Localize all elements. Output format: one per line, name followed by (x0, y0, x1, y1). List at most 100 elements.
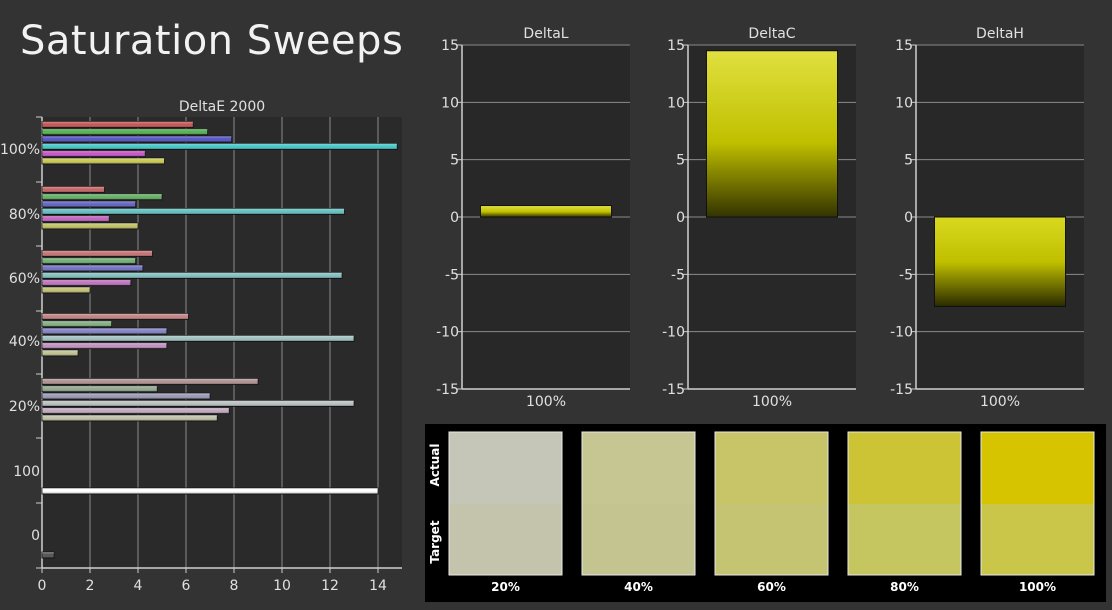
deltae-bar-shade (42, 488, 378, 494)
y-tick-label: 15 (667, 38, 685, 54)
swatch-border (847, 431, 962, 576)
page-title: Saturation Sweeps (20, 18, 404, 64)
swatch-target (582, 504, 695, 575)
deltae-bar-shade (42, 385, 158, 392)
y-tick-label: -5 (671, 267, 685, 283)
deltae-bar-shade (42, 208, 345, 215)
y-tick-label: 60% (9, 271, 40, 287)
y-tick-label: 20% (9, 399, 40, 415)
x-tick-label: 100% (752, 394, 792, 410)
deltae-bar-shade (42, 265, 143, 272)
y-tick-label: -15 (662, 382, 685, 398)
y-tick-label: -15 (436, 382, 459, 398)
deltae-2000-chart: 0 2 4 6 8 10 12 14 DeltaE 2000 100% 80% 60% 40% 20% 10… (0, 99, 402, 594)
deltae-bar-shade (42, 250, 153, 257)
deltac-chart: -15 -10 -5 0 5 10 15 DeltaC 100% (662, 26, 856, 410)
deltae-bar-shade (42, 136, 232, 143)
deltae-bar-shade (42, 121, 194, 128)
swatch-actual (715, 432, 828, 504)
deltae-bar-shade (42, 128, 208, 135)
y-tick-label: 10 (895, 95, 913, 111)
x-tick-label: 100% (980, 394, 1020, 410)
chart-title: DeltaC (748, 26, 795, 42)
swatch-border (448, 431, 563, 576)
deltae-bar-shade (42, 350, 78, 356)
y-tick-label: -10 (890, 325, 913, 341)
swatch-label: 40% (624, 580, 653, 594)
deltae-bar-shade (42, 257, 136, 264)
y-tick-label: -15 (890, 382, 913, 398)
deltal-chart: -15 -10 -5 0 5 10 15 DeltaL 100% (436, 26, 630, 410)
swatch-actual (449, 432, 562, 504)
x-tick-label: 100% (526, 394, 566, 410)
swatch-label: 20% (491, 580, 520, 594)
y-tick-label: -10 (436, 325, 459, 341)
deltae-bar-shade (42, 415, 218, 421)
deltae-bar-shade (42, 342, 167, 349)
deltae-bar-shade (42, 335, 354, 342)
deltae-bar-shade (42, 193, 162, 200)
x-tick-label: 4 (134, 578, 143, 594)
x-tick-label: 0 (38, 578, 47, 594)
x-tick-label: 10 (273, 578, 291, 594)
y-tick-label: 0 (676, 210, 685, 226)
row-label-target: Target (428, 520, 442, 563)
swatch-target (449, 504, 562, 575)
deltae-bar-shade (42, 201, 136, 208)
deltae-bar-shade (42, 215, 110, 222)
chart-title: DeltaL (523, 26, 568, 42)
deltae-bar-shade (42, 287, 90, 293)
deltae-bar-shade (42, 272, 342, 279)
y-tick-label: -5 (899, 267, 913, 283)
swatch-target (981, 504, 1094, 575)
swatch-border (714, 431, 829, 576)
deltae-bar-shade (42, 320, 112, 327)
y-tick-label: 40% (9, 334, 40, 350)
swatch-label: 60% (757, 580, 786, 594)
deltae-bar-shade (42, 143, 398, 150)
y-tick-label: 15 (441, 38, 459, 54)
y-tick-label: 15 (895, 38, 913, 54)
deltah-chart: -15 -10 -5 0 5 10 15 DeltaH 100% (890, 26, 1084, 410)
chart-title: DeltaH (976, 26, 1024, 42)
y-tick-label: 5 (676, 153, 685, 169)
swatch-actual (981, 432, 1094, 504)
chart-title: DeltaE 2000 (179, 99, 265, 115)
y-tick-label: -5 (445, 267, 459, 283)
y-tick-label: 10 (667, 95, 685, 111)
y-tick-label: 5 (904, 153, 913, 169)
x-tick-label: 6 (182, 578, 191, 594)
swatch-target (848, 504, 961, 575)
deltae-bar-shade (42, 279, 131, 286)
y-tick-label: 0 (904, 210, 913, 226)
y-tick-label: 100 (13, 464, 40, 480)
deltae-bar-shade (42, 378, 258, 385)
delta-bar (705, 50, 839, 218)
swatch-border (980, 431, 1095, 576)
deltae-bar-shade (42, 393, 210, 400)
deltae-bar-shade (42, 150, 146, 157)
deltae-bar-shade (42, 158, 165, 164)
deltae-bar-shade (42, 186, 105, 193)
deltae-bar-shade (42, 328, 167, 335)
y-tick-label: 80% (9, 207, 40, 223)
deltae-bar-shade (42, 313, 189, 320)
deltae-bar-shade (42, 552, 54, 558)
deltae-bar-shade (42, 407, 230, 414)
y-tick-label: 0 (450, 210, 459, 226)
x-tick-label: 8 (230, 578, 239, 594)
y-tick-label: 100% (0, 142, 40, 158)
row-label-actual: Actual (428, 444, 442, 487)
deltae-bar-shade (42, 223, 138, 229)
swatch-panel: Actual Target 20% 40% 60% 80% 100% (425, 424, 1106, 602)
delta-bar (479, 205, 613, 218)
swatch-label: 80% (890, 580, 919, 594)
swatch-border (581, 431, 696, 576)
x-tick-label: 12 (321, 578, 339, 594)
delta-bar (933, 216, 1067, 307)
deltae-bar-shade (42, 400, 354, 407)
swatch-actual (582, 432, 695, 504)
swatch-target (715, 504, 828, 575)
swatch-label: 100% (1019, 580, 1056, 594)
